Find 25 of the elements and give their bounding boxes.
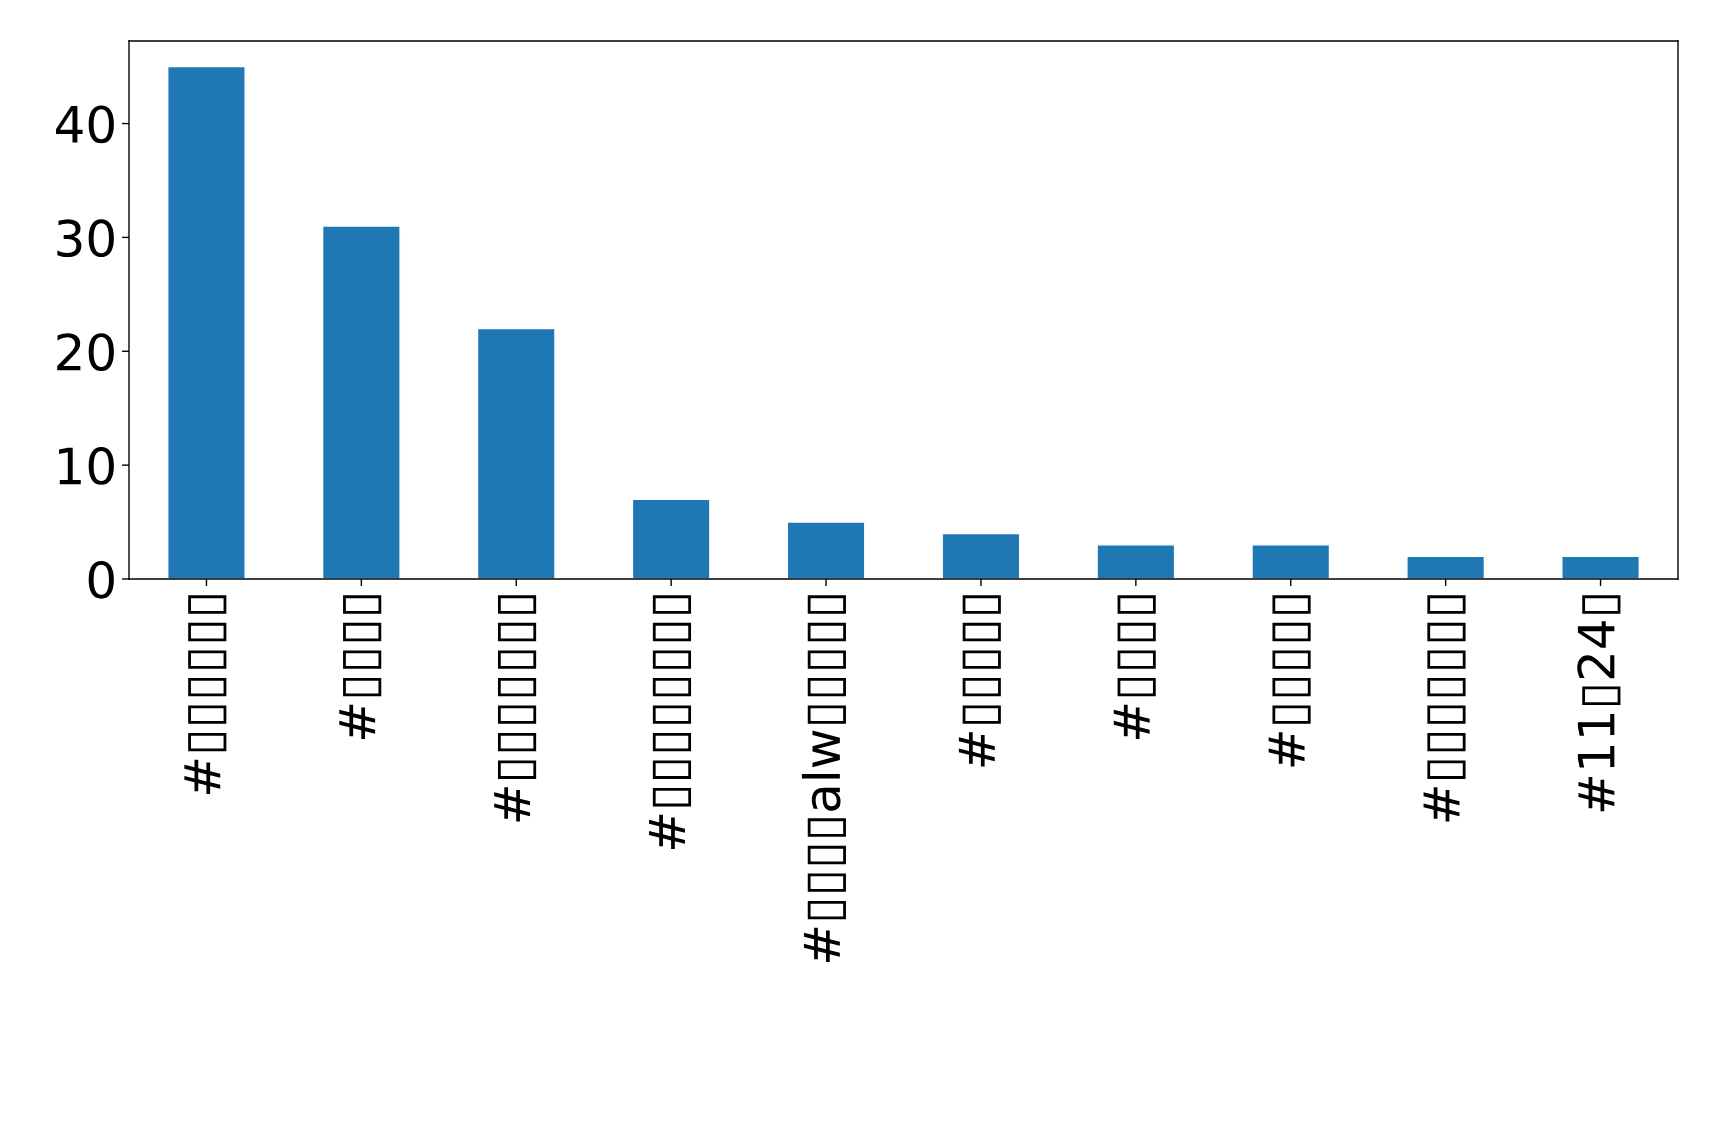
x-tick-label: #11▯24▯	[1577, 595, 1621, 812]
bar	[167, 65, 246, 579]
bar	[476, 327, 556, 579]
x-tick-label: #▯▯▯▯	[1113, 595, 1156, 739]
x-tick-label: #▯▯▯▯alw▯▯▯▯▯	[801, 595, 846, 962]
x-tick-label: #▯▯▯▯▯	[958, 595, 1001, 767]
bar	[1251, 544, 1331, 579]
y-tick-label: 30	[57, 219, 114, 258]
bar	[1561, 555, 1640, 579]
bar	[1406, 555, 1486, 579]
bar	[786, 521, 866, 579]
x-tick-label: #▯▯▯▯▯▯	[184, 595, 227, 794]
y-tick-label: 20	[57, 333, 114, 371]
y-tick-label: 10	[59, 447, 114, 485]
bar	[321, 225, 401, 579]
bar	[941, 532, 1021, 579]
y-tick-label: 0	[88, 560, 114, 599]
x-tick-label: #▯▯▯▯	[339, 595, 382, 739]
x-tick-label: #▯▯▯▯▯▯▯	[494, 595, 537, 822]
bar	[631, 498, 711, 579]
bar	[1096, 544, 1176, 579]
y-tick-label: 40	[56, 105, 114, 144]
x-tick-label: #▯▯▯▯▯	[1268, 595, 1311, 767]
x-tick-label: #▯▯▯▯▯▯▯	[1423, 595, 1466, 822]
x-tick-label: #▯▯▯▯▯▯▯▯	[649, 595, 692, 849]
